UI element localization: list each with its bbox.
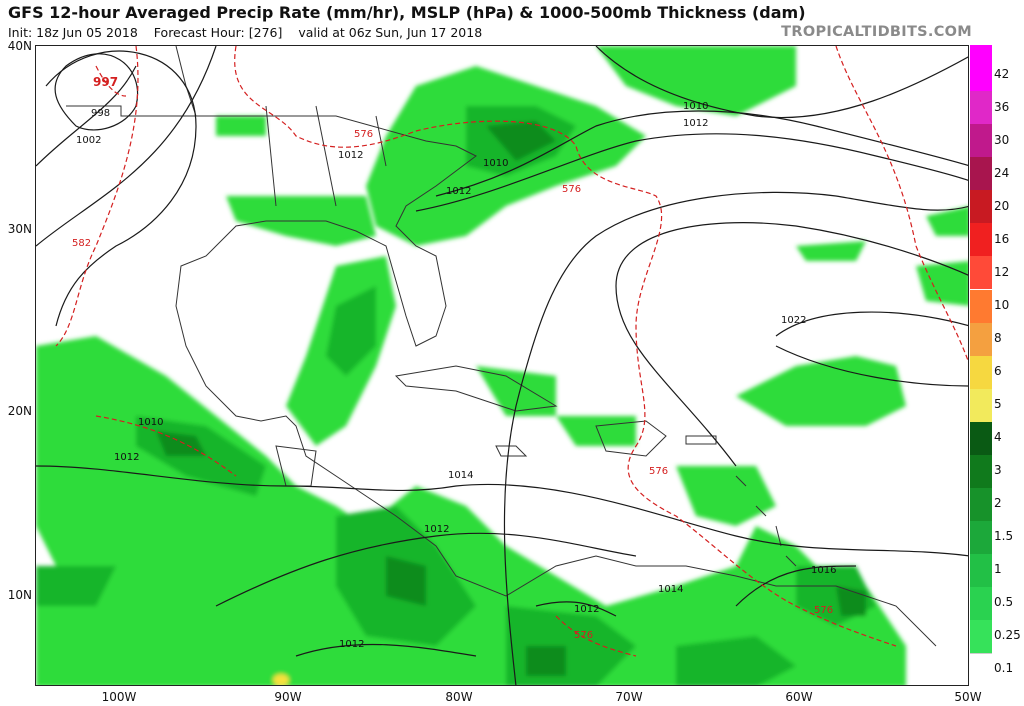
colorbar-label: 24: [994, 165, 1010, 180]
colorbar-label: 3: [994, 463, 1002, 478]
svg-text:1012: 1012: [574, 604, 599, 615]
colorbar-label: 30: [994, 132, 1010, 147]
map-canvas: 997 998 1002 1012 1010 1012 1010 1012 10…: [36, 46, 968, 685]
colorbar-cell: [970, 45, 992, 92]
colorbar-label: 0.1: [994, 661, 1014, 676]
thickness-lines: [55, 46, 968, 657]
colorbar-cell: [970, 355, 992, 389]
svg-text:576: 576: [574, 630, 593, 641]
svg-text:1012: 1012: [424, 524, 449, 535]
colorbar-label: 12: [994, 264, 1010, 279]
colorbar-label: 2: [994, 496, 1002, 511]
chart-title: GFS 12-hour Averaged Precip Rate (mm/hr)…: [8, 3, 806, 22]
colorbar-label: 36: [994, 99, 1010, 114]
precip-layer: [36, 46, 968, 685]
lon-label-60w: 60W: [785, 690, 813, 704]
svg-text:1012: 1012: [339, 639, 364, 650]
svg-text:1014: 1014: [448, 470, 473, 481]
colorbar-label: 0.5: [994, 595, 1014, 610]
colorbar-label: 6: [994, 364, 1002, 379]
colorbar-label: 8: [994, 331, 1002, 346]
colorbar-cell: [970, 223, 992, 257]
colorbar-cell: [970, 289, 992, 323]
svg-text:582: 582: [72, 238, 91, 249]
colorbar-cell: [970, 421, 992, 455]
thickness-labels: 576 576 582 576 576 576: [72, 129, 833, 641]
colorbar-cell: [970, 520, 992, 554]
colorbar-cell: [970, 619, 992, 653]
valid-time: valid at 06z Sun, Jun 17 2018: [298, 25, 483, 40]
svg-text:997: 997: [93, 75, 118, 89]
svg-text:1012: 1012: [338, 150, 363, 161]
colorbar-cell: [970, 388, 992, 422]
colorbar-cell: [970, 553, 992, 587]
svg-text:998: 998: [91, 108, 110, 119]
lon-label-70w: 70W: [615, 690, 643, 704]
colorbar-cell: [970, 487, 992, 521]
colorbar-cell: [970, 322, 992, 356]
colorbar-label: 20: [994, 198, 1010, 213]
svg-text:1010: 1010: [138, 417, 163, 428]
colorbar-cell: [970, 124, 992, 158]
init-time: Init: 18z Jun 05 2018: [8, 25, 138, 40]
weather-map: 997 998 1002 1012 1010 1012 1010 1012 10…: [35, 45, 969, 686]
svg-text:576: 576: [354, 129, 373, 140]
lon-label-90w: 90W: [274, 690, 302, 704]
colorbar-label: 42: [994, 66, 1010, 81]
isobars: [36, 46, 968, 685]
lon-label-100w: 100W: [101, 690, 137, 704]
colorbar-label: 1: [994, 562, 1002, 577]
colorbar-label: 5: [994, 397, 1002, 412]
colorbar-cell: [970, 91, 992, 125]
colorbar-cell: [970, 190, 992, 224]
brand-watermark: TROPICALTIDBITS.COM: [781, 24, 972, 40]
svg-text:576: 576: [814, 605, 833, 616]
colorbar-label: 1.5: [994, 529, 1014, 544]
colorbar-label: 16: [994, 231, 1010, 246]
lat-label-10n: 10N: [7, 588, 32, 602]
svg-text:1010: 1010: [683, 101, 708, 112]
colorbar-cell: [970, 586, 992, 620]
svg-text:1016: 1016: [811, 565, 836, 576]
lat-label-30n: 30N: [7, 222, 32, 236]
colorbar-label: 0.25: [994, 628, 1021, 643]
lon-label-80w: 80W: [445, 690, 473, 704]
coastlines: [66, 46, 937, 647]
svg-text:1002: 1002: [76, 135, 101, 146]
forecast-info: Init: 18z Jun 05 2018 Forecast Hour: [27…: [8, 25, 494, 40]
svg-text:576: 576: [562, 184, 581, 195]
heavy-precip-cell: [273, 674, 289, 685]
svg-text:1022: 1022: [781, 315, 806, 326]
svg-text:576: 576: [649, 466, 668, 477]
colorbar-cell: [970, 652, 992, 687]
svg-text:1012: 1012: [446, 186, 471, 197]
svg-text:1012: 1012: [683, 118, 708, 129]
lat-label-20n: 20N: [7, 404, 32, 418]
colorbar-label: 4: [994, 430, 1002, 445]
colorbar-cell: [970, 157, 992, 191]
colorbar-cell: [970, 454, 992, 488]
svg-text:1012: 1012: [114, 452, 139, 463]
lat-label-40n: 40N: [7, 39, 32, 53]
colorbar-cell: [970, 256, 992, 290]
isobar-labels: 997 998 1002 1012 1010 1012 1010 1012 10…: [76, 75, 836, 650]
precip-colorbar: [970, 45, 992, 687]
svg-text:1014: 1014: [658, 584, 683, 595]
forecast-hour: Forecast Hour: [276]: [153, 25, 283, 40]
svg-text:1010: 1010: [483, 158, 508, 169]
colorbar-label: 10: [994, 298, 1010, 313]
lon-label-50w: 50W: [954, 690, 982, 704]
